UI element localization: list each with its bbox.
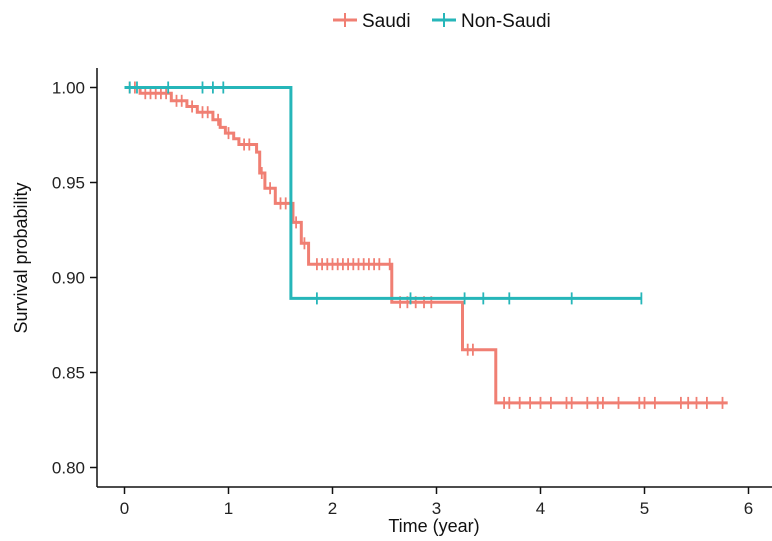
y-axis-title: Survival probability [11,182,31,333]
survival-curve [124,86,728,405]
x-tick-label: 1 [224,499,233,518]
y-tick-label: 0.90 [52,269,85,288]
axes: 0 1 2 3 4 5 6 0.80 0.85 0.90 0.95 1.00 [52,68,772,518]
x-tick-label: 2 [328,499,337,518]
x-tick-label: 3 [432,499,441,518]
series-non-saudi [124,81,643,305]
plot-area [124,81,728,409]
survival-curve [124,86,642,300]
legend-label: Non-Saudi [461,11,551,32]
legend-label: Saudi [362,11,411,32]
y-tick-label: 0.85 [52,364,85,383]
x-tick-label: 0 [120,499,129,518]
x-axis-title: Time (year) [388,516,479,536]
y-tick-label: 1.00 [52,79,85,98]
legend: Saudi Non-Saudi [333,11,551,32]
y-tick-label: 0.95 [52,174,85,193]
series-saudi [124,81,728,409]
x-tick-label: 4 [536,499,545,518]
y-tick-label: 0.80 [52,459,85,478]
x-tick-label: 6 [744,499,753,518]
x-tick-label: 5 [640,499,649,518]
